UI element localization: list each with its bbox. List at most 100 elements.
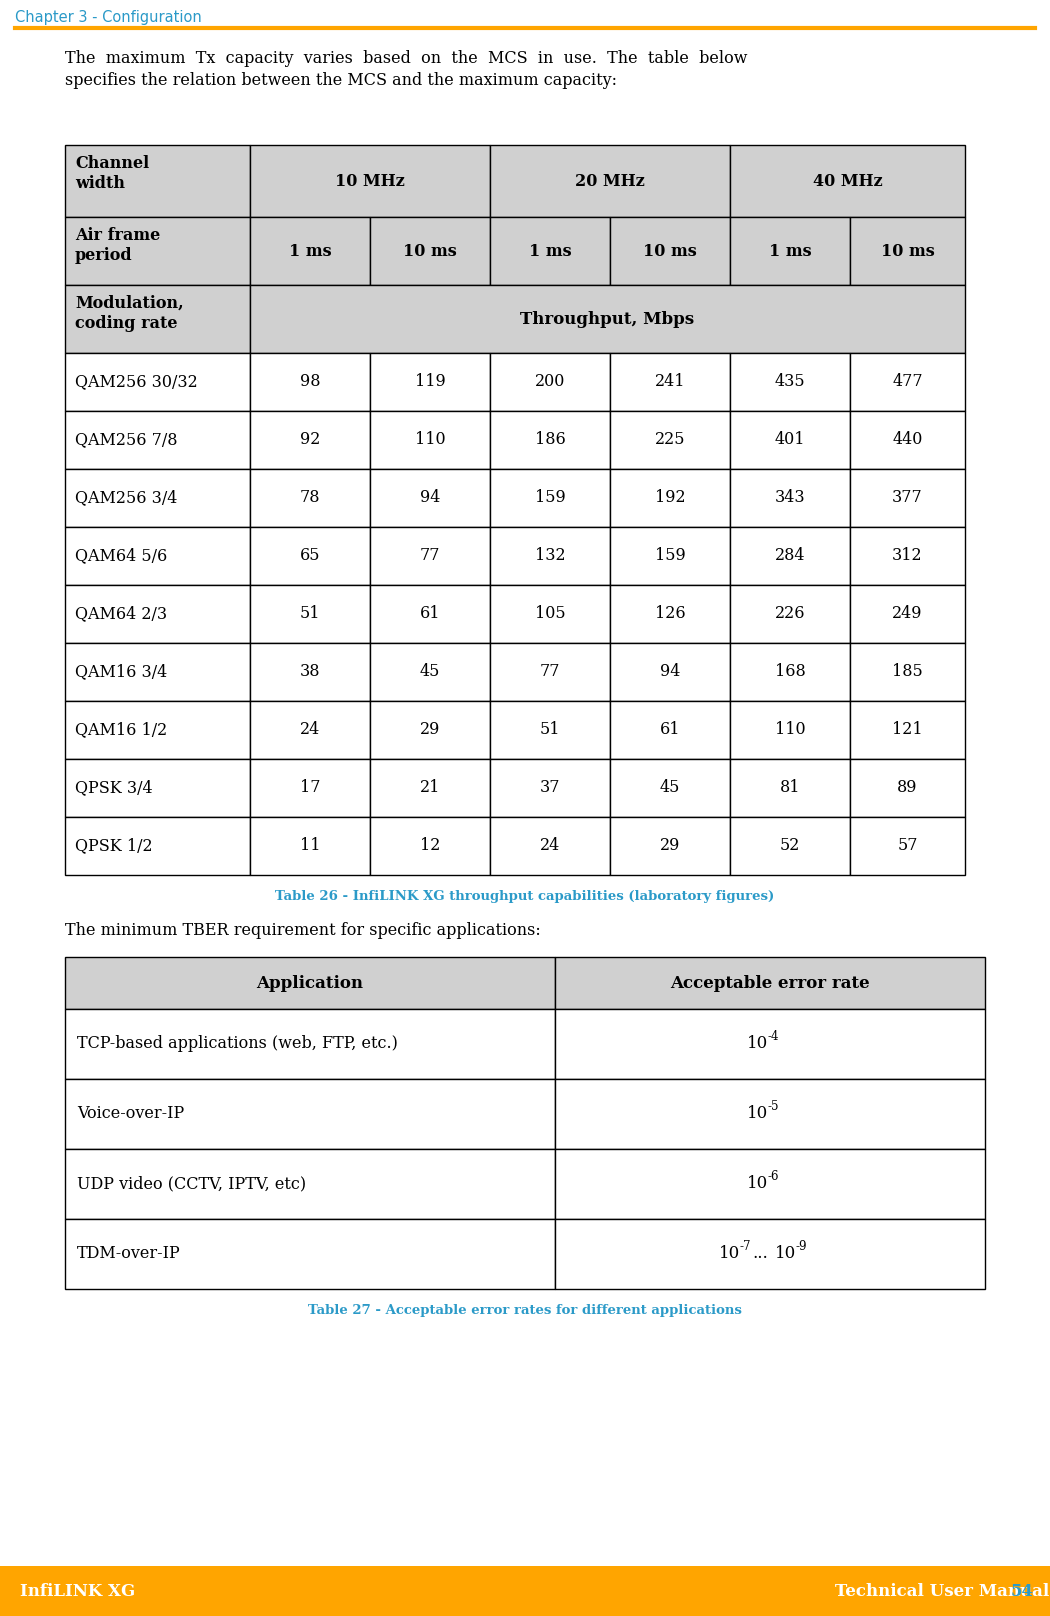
Text: 10: 10 xyxy=(775,1246,796,1262)
Text: 45: 45 xyxy=(420,664,440,680)
Bar xyxy=(65,818,250,874)
Bar xyxy=(65,1218,555,1290)
Bar xyxy=(850,818,965,874)
Text: 57: 57 xyxy=(898,837,918,855)
Bar xyxy=(370,410,490,469)
Text: QAM256 30/32: QAM256 30/32 xyxy=(75,373,197,391)
Bar xyxy=(730,145,965,217)
Text: 110: 110 xyxy=(775,721,805,739)
Text: 81: 81 xyxy=(780,779,800,797)
Bar xyxy=(250,585,370,643)
Text: 52: 52 xyxy=(780,837,800,855)
Text: 11: 11 xyxy=(299,837,320,855)
Text: 77: 77 xyxy=(540,664,561,680)
Text: 312: 312 xyxy=(892,548,923,564)
Text: 98: 98 xyxy=(299,373,320,391)
Bar xyxy=(65,1149,555,1218)
Bar xyxy=(730,760,851,818)
Text: QAM16 1/2: QAM16 1/2 xyxy=(75,721,167,739)
Bar xyxy=(370,527,490,585)
Text: 440: 440 xyxy=(892,431,923,449)
Bar xyxy=(490,818,610,874)
Bar xyxy=(250,818,370,874)
Text: 343: 343 xyxy=(775,490,805,506)
Bar xyxy=(730,585,851,643)
Text: 92: 92 xyxy=(300,431,320,449)
Text: 1 ms: 1 ms xyxy=(529,242,571,260)
Text: 61: 61 xyxy=(659,721,680,739)
Text: QAM256 3/4: QAM256 3/4 xyxy=(75,490,177,506)
Text: Throughput, Mbps: Throughput, Mbps xyxy=(521,310,694,328)
Text: UDP video (CCTV, IPTV, etc): UDP video (CCTV, IPTV, etc) xyxy=(77,1175,307,1193)
Bar xyxy=(370,217,490,284)
Text: 10: 10 xyxy=(719,1246,740,1262)
Text: 61: 61 xyxy=(420,606,440,622)
Text: Channel
width: Channel width xyxy=(75,155,149,192)
Bar xyxy=(850,469,965,527)
Text: Voice-over-IP: Voice-over-IP xyxy=(77,1105,184,1123)
Bar xyxy=(555,1218,985,1290)
Text: 77: 77 xyxy=(420,548,440,564)
Bar xyxy=(555,1008,985,1079)
Bar xyxy=(370,760,490,818)
Text: Application: Application xyxy=(256,974,363,992)
Text: Technical User Manual: Technical User Manual xyxy=(835,1582,1049,1600)
Bar xyxy=(250,145,490,217)
Text: 10 ms: 10 ms xyxy=(643,242,697,260)
Bar xyxy=(850,643,965,701)
Text: 10 ms: 10 ms xyxy=(403,242,457,260)
Text: -5: -5 xyxy=(768,1099,779,1112)
Bar xyxy=(610,585,730,643)
Text: 10: 10 xyxy=(747,1036,768,1052)
Text: 121: 121 xyxy=(892,721,923,739)
Bar xyxy=(610,818,730,874)
Bar xyxy=(65,1079,555,1149)
Bar xyxy=(610,701,730,760)
Bar xyxy=(610,217,730,284)
Text: 78: 78 xyxy=(299,490,320,506)
Bar xyxy=(250,352,370,410)
Text: 477: 477 xyxy=(892,373,923,391)
Bar xyxy=(490,585,610,643)
Bar xyxy=(490,469,610,527)
Text: 168: 168 xyxy=(775,664,805,680)
Bar xyxy=(370,643,490,701)
Text: Chapter 3 - Configuration: Chapter 3 - Configuration xyxy=(15,10,202,24)
Bar xyxy=(490,352,610,410)
Bar xyxy=(250,410,370,469)
Bar xyxy=(0,1566,1050,1616)
Text: 377: 377 xyxy=(892,490,923,506)
Text: 159: 159 xyxy=(534,490,565,506)
Bar xyxy=(65,284,250,352)
Text: 226: 226 xyxy=(775,606,805,622)
Text: Table 26 - InfiLINK XG throughput capabilities (laboratory figures): Table 26 - InfiLINK XG throughput capabi… xyxy=(275,890,775,903)
Bar xyxy=(490,527,610,585)
Text: 401: 401 xyxy=(775,431,805,449)
Text: 126: 126 xyxy=(655,606,686,622)
Bar xyxy=(250,701,370,760)
Bar xyxy=(610,760,730,818)
Text: 225: 225 xyxy=(655,431,686,449)
Text: 105: 105 xyxy=(534,606,565,622)
Text: Air frame
period: Air frame period xyxy=(75,226,161,263)
Bar xyxy=(65,145,250,217)
Text: 284: 284 xyxy=(775,548,805,564)
Text: specifies the relation between the MCS and the maximum capacity:: specifies the relation between the MCS a… xyxy=(65,73,617,89)
Text: 29: 29 xyxy=(659,837,680,855)
Text: TCP-based applications (web, FTP, etc.): TCP-based applications (web, FTP, etc.) xyxy=(77,1036,398,1052)
Bar xyxy=(730,352,851,410)
Text: 29: 29 xyxy=(420,721,440,739)
Bar xyxy=(65,527,250,585)
Text: QAM256 7/8: QAM256 7/8 xyxy=(75,431,177,449)
Bar xyxy=(370,352,490,410)
Bar xyxy=(65,643,250,701)
Text: InfiLINK XG: InfiLINK XG xyxy=(20,1582,135,1600)
Bar xyxy=(730,217,851,284)
Text: QAM64 5/6: QAM64 5/6 xyxy=(75,548,167,564)
Text: 10: 10 xyxy=(747,1175,768,1193)
Bar xyxy=(65,760,250,818)
Text: 24: 24 xyxy=(540,837,560,855)
Bar xyxy=(610,469,730,527)
Bar xyxy=(555,1149,985,1218)
Text: 40 MHz: 40 MHz xyxy=(813,173,882,189)
